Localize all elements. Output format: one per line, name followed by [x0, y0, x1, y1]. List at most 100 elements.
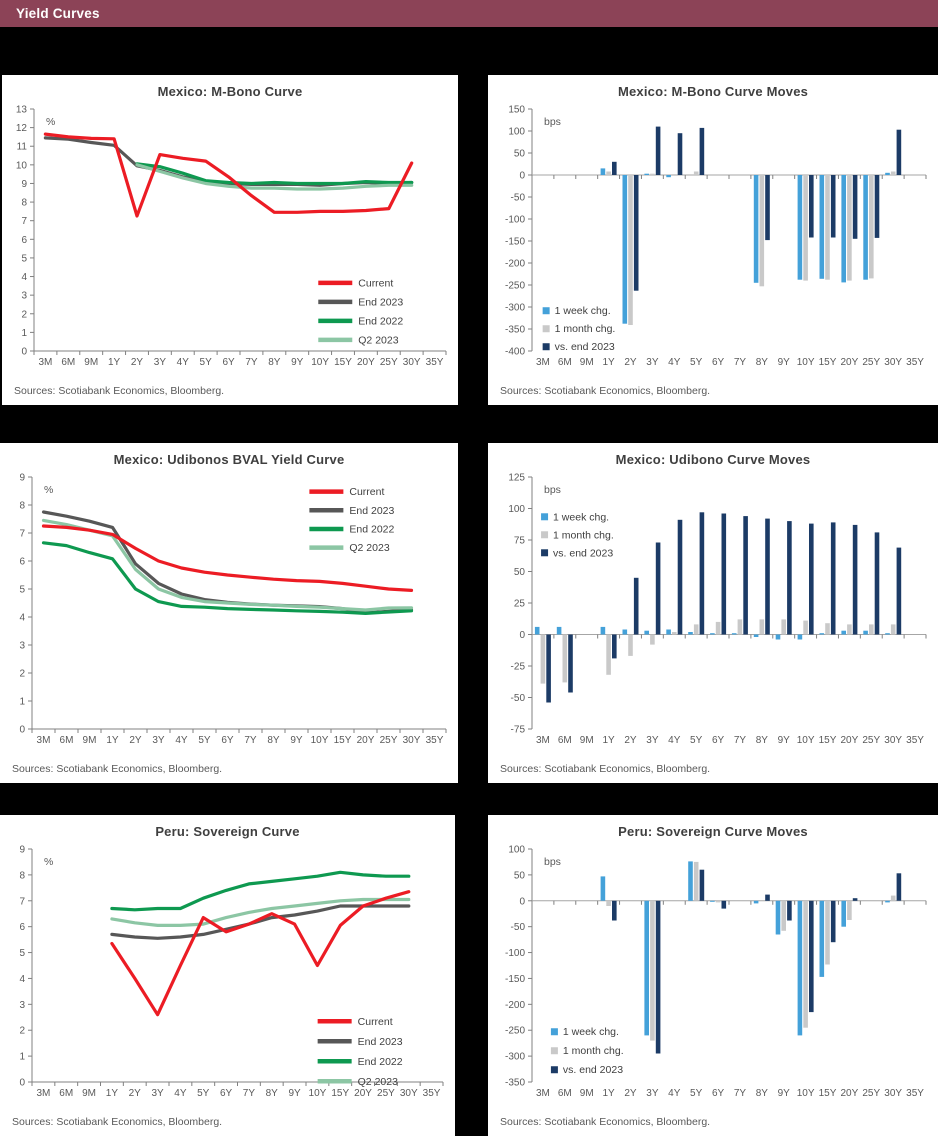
svg-text:11: 11	[17, 142, 28, 153]
svg-text:30Y: 30Y	[884, 1088, 902, 1099]
svg-text:6M: 6M	[558, 1088, 572, 1099]
svg-text:bps: bps	[544, 856, 561, 868]
svg-text:2: 2	[21, 309, 27, 320]
svg-text:35Y: 35Y	[426, 357, 444, 368]
udibonos-curve-chart: 0 1 2 3 4 5 6 7 8 9 3M 6M 9M 1Y 2Y 3Y 4Y 5Y 6Y 7Y 8Y 9Y 10Y 15Y…	[19, 473, 447, 746]
svg-text:4Y: 4Y	[175, 735, 188, 746]
svg-text:-200: -200	[505, 259, 525, 270]
svg-text:2: 2	[19, 669, 25, 680]
svg-text:1 month chg.: 1 month chg.	[563, 1045, 624, 1057]
svg-text:7Y: 7Y	[245, 357, 258, 368]
chart-title: Peru: Sovereign Curve Moves	[618, 824, 808, 839]
svg-text:12: 12	[16, 123, 28, 134]
svg-text:3M: 3M	[37, 735, 51, 746]
svg-text:End 2023: End 2023	[349, 505, 394, 517]
chart-panel-peru-curve: Peru: Sovereign Curve 0 1 2 3 4 5 6 7 8 9 3M 6M 9M 1Y…	[0, 815, 455, 1136]
page-title: Yield Curves	[16, 6, 100, 21]
svg-text:1 week chg.: 1 week chg.	[563, 1026, 619, 1038]
svg-text:9: 9	[19, 845, 25, 856]
svg-text:6: 6	[19, 922, 25, 933]
svg-text:10: 10	[16, 160, 28, 171]
svg-text:50: 50	[514, 149, 526, 160]
svg-text:4Y: 4Y	[668, 735, 681, 746]
svg-text:7Y: 7Y	[734, 1088, 747, 1099]
svg-text:25: 25	[514, 599, 526, 610]
svg-text:3M: 3M	[536, 357, 550, 368]
chart-panel-mbono-curve: Mexico: M-Bono Curve 0 1 2 3 4 5 6 7 8 9 10 11 12 13 3…	[2, 75, 458, 405]
svg-text:35Y: 35Y	[906, 735, 924, 746]
svg-text:-350: -350	[505, 1078, 525, 1089]
svg-text:6M: 6M	[59, 1088, 73, 1099]
svg-text:5Y: 5Y	[690, 357, 703, 368]
svg-text:9Y: 9Y	[778, 735, 791, 746]
chart-panel-udibonos-curve: Mexico: Udibonos BVAL Yield Curve 0 1 2 3 4 5…	[0, 443, 458, 783]
svg-text:2Y: 2Y	[624, 357, 637, 368]
svg-text:10Y: 10Y	[311, 357, 329, 368]
svg-text:3: 3	[19, 641, 25, 652]
svg-text:30Y: 30Y	[403, 357, 421, 368]
svg-text:8Y: 8Y	[268, 357, 281, 368]
svg-text:1Y: 1Y	[106, 735, 119, 746]
svg-text:3Y: 3Y	[154, 357, 167, 368]
svg-text:5: 5	[19, 948, 25, 959]
svg-text:30Y: 30Y	[403, 735, 421, 746]
svg-text:9: 9	[19, 473, 25, 484]
svg-text:5Y: 5Y	[200, 357, 213, 368]
svg-text:1Y: 1Y	[602, 357, 615, 368]
svg-text:3Y: 3Y	[646, 1088, 659, 1099]
svg-text:6M: 6M	[558, 735, 572, 746]
svg-text:-75: -75	[511, 725, 526, 736]
svg-text:4: 4	[19, 974, 25, 985]
svg-text:2Y: 2Y	[624, 735, 637, 746]
svg-text:5Y: 5Y	[197, 1088, 210, 1099]
svg-text:20Y: 20Y	[357, 735, 375, 746]
svg-text:%: %	[46, 116, 55, 128]
svg-text:2: 2	[19, 1026, 25, 1037]
svg-text:30Y: 30Y	[884, 735, 902, 746]
svg-text:3M: 3M	[536, 1088, 550, 1099]
svg-text:50: 50	[514, 567, 526, 578]
svg-text:6Y: 6Y	[712, 1088, 725, 1099]
svg-text:1Y: 1Y	[602, 735, 615, 746]
svg-text:Q2 2023: Q2 2023	[349, 542, 389, 554]
svg-text:-300: -300	[505, 303, 525, 314]
svg-text:35Y: 35Y	[906, 357, 924, 368]
svg-text:100: 100	[508, 504, 525, 515]
svg-text:End 2022: End 2022	[358, 315, 403, 327]
svg-text:3Y: 3Y	[646, 735, 659, 746]
svg-text:1: 1	[19, 1052, 25, 1063]
svg-text:1Y: 1Y	[108, 357, 121, 368]
svg-text:0: 0	[21, 347, 27, 358]
svg-text:9M: 9M	[84, 357, 98, 368]
sources-note: Sources: Scotiabank Economics, Bloomberg…	[12, 763, 223, 775]
svg-text:9M: 9M	[82, 1088, 96, 1099]
svg-text:End 2023: End 2023	[358, 1036, 403, 1048]
svg-text:vs. end 2023: vs. end 2023	[563, 1064, 623, 1076]
svg-text:1 week chg.: 1 week chg.	[555, 305, 611, 317]
svg-text:9Y: 9Y	[778, 357, 791, 368]
svg-text:7: 7	[19, 896, 25, 907]
svg-text:1Y: 1Y	[602, 1088, 615, 1099]
svg-text:25Y: 25Y	[380, 735, 398, 746]
svg-text:1 month chg.: 1 month chg.	[555, 323, 616, 335]
svg-text:9M: 9M	[580, 735, 594, 746]
svg-text:5Y: 5Y	[198, 735, 211, 746]
svg-text:15Y: 15Y	[819, 735, 837, 746]
svg-text:8Y: 8Y	[267, 735, 280, 746]
sources-note: Sources: Scotiabank Economics, Bloomberg…	[500, 1116, 711, 1128]
svg-text:7: 7	[21, 216, 27, 227]
svg-text:25Y: 25Y	[862, 357, 880, 368]
svg-text:4Y: 4Y	[668, 1088, 681, 1099]
svg-text:6M: 6M	[61, 357, 75, 368]
svg-text:Current: Current	[358, 277, 393, 289]
svg-text:-350: -350	[505, 325, 525, 336]
svg-text:-200: -200	[505, 1000, 525, 1011]
svg-text:9: 9	[21, 179, 27, 190]
svg-text:20Y: 20Y	[354, 1088, 372, 1099]
svg-text:5Y: 5Y	[690, 1088, 703, 1099]
sources-note: Sources: Scotiabank Economics, Bloomberg…	[12, 1116, 223, 1128]
svg-text:-250: -250	[505, 1026, 525, 1037]
svg-text:6Y: 6Y	[712, 357, 725, 368]
svg-text:-50: -50	[511, 693, 526, 704]
